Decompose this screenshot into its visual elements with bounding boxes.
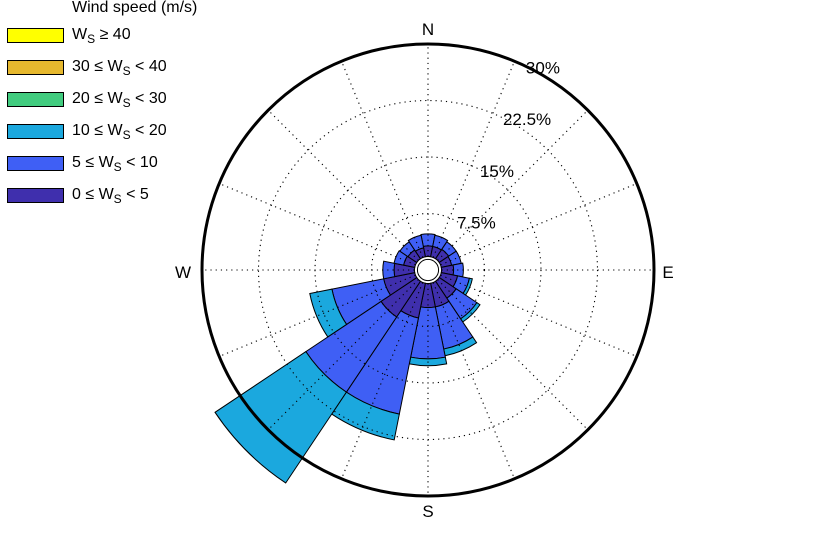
legend-item-ws-20-30: 20 ≤ WS < 30	[7, 90, 217, 110]
grid-spoke	[218, 274, 416, 357]
wind-rose-petals	[214, 233, 481, 484]
legend-swatch	[7, 60, 64, 75]
ring-label: 30%	[526, 59, 560, 78]
legend-item-ws-10-20: 10 ≤ WS < 20	[7, 122, 217, 142]
grid-spoke	[218, 183, 416, 266]
legend-label: 10 ≤ WS < 20	[72, 122, 167, 142]
legend-swatch	[7, 124, 64, 139]
grid-spoke	[267, 109, 419, 261]
legend-item-ws-40-plus: WS ≥ 40	[7, 26, 217, 46]
legend-item-ws-0-5: 0 ≤ WS < 5	[7, 186, 217, 206]
legend-label: 5 ≤ WS < 10	[72, 154, 158, 174]
ring-label: 15%	[480, 162, 514, 181]
legend-label: 0 ≤ WS < 5	[72, 186, 149, 206]
legend-label: WS ≥ 40	[72, 26, 131, 46]
petal-5-10-dir-270	[382, 260, 396, 280]
legend-title: Wind speed (m/s)	[72, 0, 198, 16]
grid-spoke	[432, 60, 515, 258]
legend-swatch	[7, 92, 64, 107]
grid-spoke	[440, 274, 638, 357]
outer-circle	[200, 42, 656, 498]
legend-swatch	[7, 188, 64, 203]
grid-spoke	[437, 109, 589, 261]
petal-10-20-dir-180	[408, 356, 448, 367]
cardinal-west: W	[175, 263, 191, 282]
grid-spoke	[437, 279, 589, 431]
cardinal-north: N	[422, 20, 434, 39]
grid-ring	[370, 212, 486, 328]
grid-ring	[257, 99, 599, 441]
legend-swatch	[7, 156, 64, 171]
grid-spoke	[440, 183, 638, 266]
cardinal-south: S	[422, 502, 433, 521]
petal-10-20-dir-225	[214, 350, 348, 484]
petal-5-10-dir-22.5	[432, 234, 449, 251]
grid-spoke	[267, 279, 419, 431]
legend-label: 20 ≤ WS < 30	[72, 90, 167, 110]
grid-spoke	[341, 60, 424, 258]
ring-label: 7.5%	[457, 213, 496, 232]
legend-item-ws-5-10: 5 ≤ WS < 10	[7, 154, 217, 174]
legend-label: 30 ≤ WS < 40	[72, 58, 167, 78]
cardinal-east: E	[662, 263, 673, 282]
ring-labels: 7.5% 15% 22.5% 30%	[457, 59, 560, 233]
petal-5-10-dir-337.5	[407, 234, 425, 252]
legend-swatch	[7, 28, 64, 43]
ring-label: 22.5%	[503, 110, 551, 129]
grid-spoke	[432, 282, 515, 480]
legend: Wind speed (m/s) WS ≥ 40 30 ≤ WS < 40 20…	[0, 0, 220, 215]
polar-grid	[202, 44, 654, 496]
center-hole	[416, 258, 440, 282]
legend-item-ws-30-40: 30 ≤ WS < 40	[7, 58, 217, 78]
grid-spoke	[341, 282, 424, 480]
